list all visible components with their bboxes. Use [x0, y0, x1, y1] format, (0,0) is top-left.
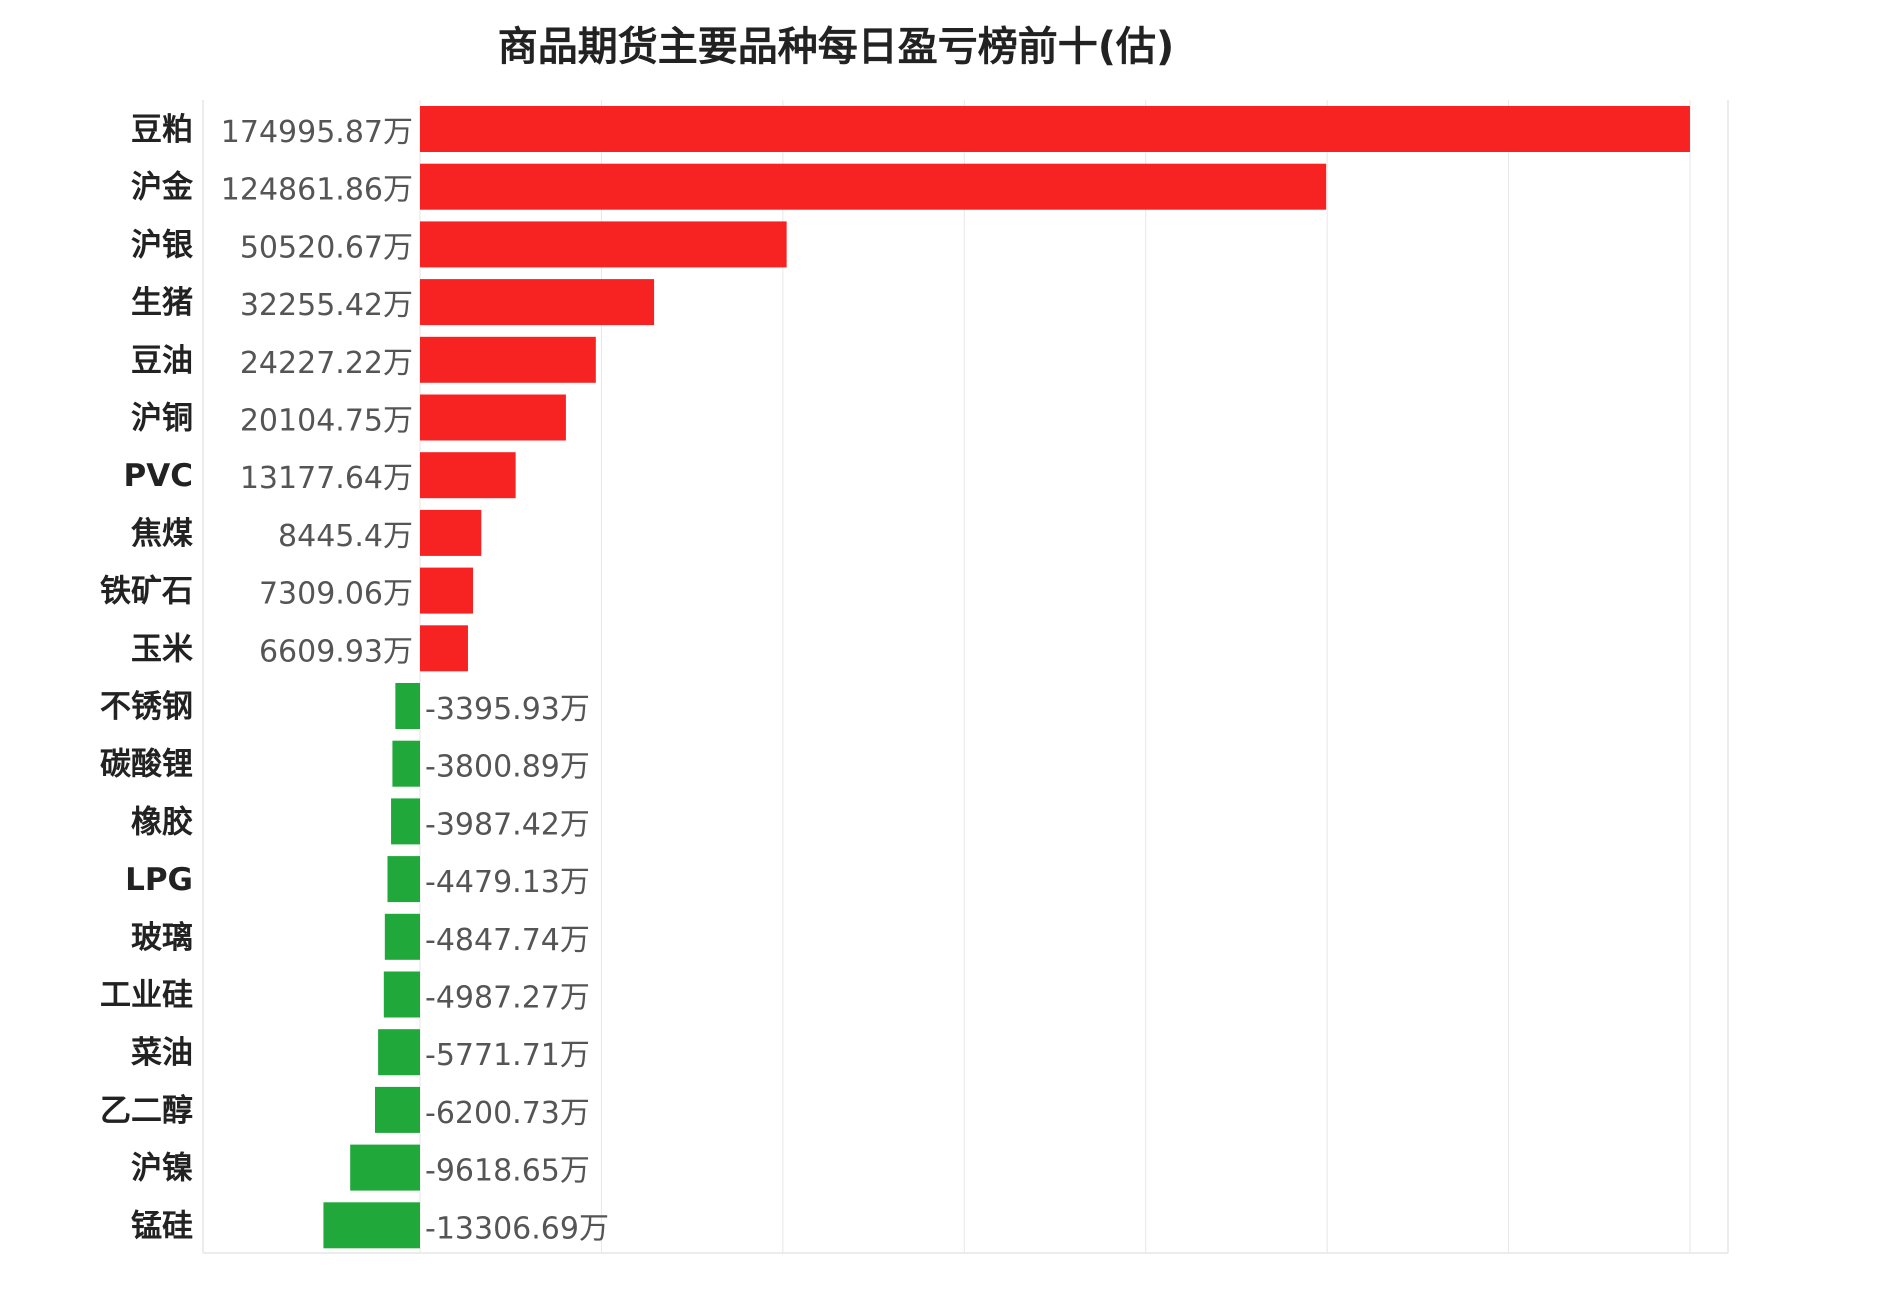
bar: [375, 1086, 420, 1133]
bar: [420, 394, 566, 441]
value-label: -3395.93万: [425, 692, 590, 727]
bar: [392, 740, 420, 787]
value-label: 6609.93万: [259, 634, 413, 669]
value-label: 174995.87万: [221, 115, 413, 150]
category-label: 沪金: [131, 170, 194, 206]
value-label: 20104.75万: [240, 404, 413, 439]
value-label: 32255.42万: [240, 288, 413, 323]
chart-title: 商品期货主要品种每日盈亏榜前十(估): [498, 24, 1175, 70]
category-label: 菜油: [131, 1035, 193, 1071]
grid: [202, 100, 1729, 1254]
category-label: 玉米: [131, 631, 193, 667]
bar: [378, 1029, 420, 1076]
bar: [391, 798, 420, 845]
value-label: -3800.89万: [425, 750, 590, 785]
category-label: 铁矿石: [100, 574, 193, 610]
value-label: -13306.69万: [425, 1211, 609, 1246]
bar: [420, 106, 1690, 152]
bars: [323, 106, 1690, 1249]
value-label: -3987.42万: [425, 807, 590, 842]
value-label: 24227.22万: [240, 346, 413, 381]
bar: [383, 971, 420, 1018]
category-label: 橡胶: [131, 804, 193, 840]
bar: [420, 221, 787, 268]
bar: [420, 567, 474, 614]
value-label: 8445.4万: [278, 519, 413, 554]
bar: [420, 452, 516, 499]
bar: [323, 1202, 420, 1249]
value-label: 124861.86万: [221, 173, 413, 208]
value-label: -4479.13万: [425, 865, 590, 900]
bar: [387, 856, 420, 903]
value-label: -9618.65万: [425, 1154, 590, 1189]
bar: [420, 625, 468, 672]
category-label: PVC: [124, 458, 193, 494]
category-label: LPG: [125, 862, 193, 898]
category-label: 乙二醇: [100, 1093, 193, 1129]
bar: [395, 683, 420, 729]
value-label: -5771.71万: [425, 1038, 590, 1073]
bar: [420, 279, 655, 326]
category-label: 不锈钢: [100, 689, 193, 725]
category-label: 沪镍: [131, 1151, 193, 1187]
bar: [420, 163, 1327, 210]
value-label: 7309.06万: [259, 577, 413, 612]
bar: [384, 913, 420, 960]
value-label: 13177.64万: [240, 461, 413, 496]
bar: [350, 1144, 420, 1191]
bar: [420, 336, 596, 383]
category-label: 碳酸锂: [100, 747, 193, 783]
category-label: 豆粕: [131, 112, 193, 148]
category-label: 沪铜: [131, 401, 193, 437]
category-label: 锰硅: [131, 1208, 193, 1244]
bar: [420, 509, 482, 556]
value-label: -4987.27万: [425, 981, 590, 1016]
value-label: -4847.74万: [425, 923, 590, 958]
category-label: 工业硅: [100, 978, 193, 1014]
category-label: 生猪: [131, 285, 193, 321]
value-label: -6200.73万: [425, 1096, 590, 1131]
category-label: 沪银: [131, 227, 193, 263]
category-label: 豆油: [131, 343, 193, 379]
value-label: 50520.67万: [240, 230, 413, 265]
category-label: 焦煤: [131, 516, 193, 552]
category-label: 玻璃: [131, 920, 193, 956]
